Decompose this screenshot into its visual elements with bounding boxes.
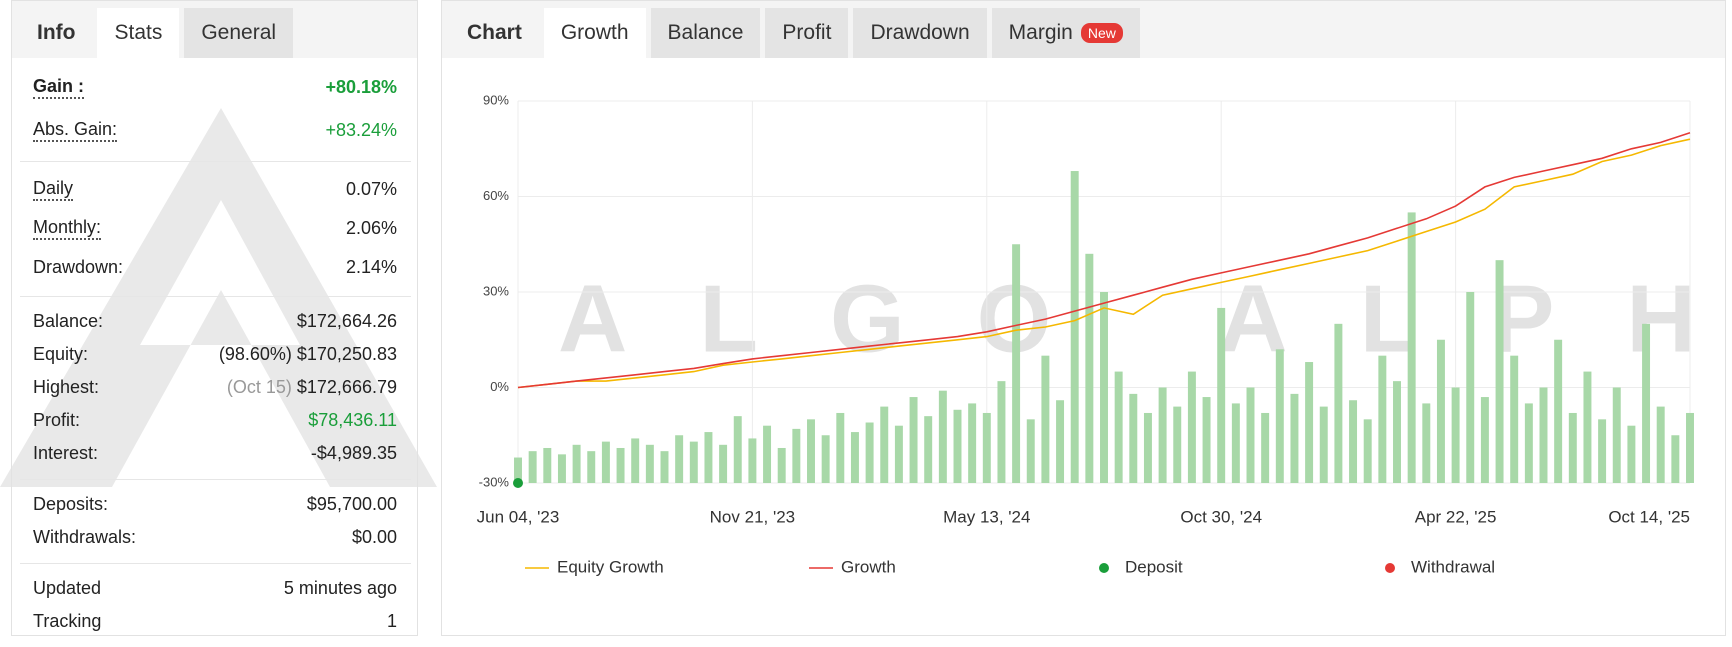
stat-value: +83.24%	[325, 120, 397, 140]
chart-tabs: Chart Growth Balance Profit Drawdown Margin Ne…	[442, 1, 1725, 58]
tab-label: Chart	[467, 21, 522, 44]
tab[interactable]: General	[184, 8, 294, 58]
stat-value-wrap: 5 minutes ago	[284, 578, 397, 599]
stats-row: Balance: $172,664.26	[33, 305, 397, 338]
stat-label: Drawdown:	[33, 257, 124, 277]
tab[interactable]: Info	[20, 8, 92, 58]
stat-note: (Oct 15)	[226, 377, 292, 397]
tab[interactable]: Margin New	[991, 8, 1140, 58]
stat-label: Profit:	[33, 410, 81, 430]
stat-value: $95,700.00	[306, 494, 397, 514]
tab-label: Stats	[114, 21, 163, 44]
stat-value: $172,664.26	[296, 311, 397, 331]
stat-value: -$4,989.35	[310, 443, 397, 463]
stats-panel: Info Stats General Gain : +80.18% Abs. Gain:…	[11, 0, 418, 636]
stats-row: Profit: $78,436.11	[33, 404, 397, 437]
tab[interactable]: Balance	[650, 8, 761, 58]
tab[interactable]: Drawdown	[853, 8, 987, 58]
stats-row: Tracking 1	[33, 605, 397, 638]
stat-note: (98.60%)	[218, 344, 292, 364]
stat-value-wrap: +80.18%	[325, 77, 397, 98]
tab[interactable]: Profit	[765, 8, 849, 58]
stats-row: Withdrawals: $0.00	[33, 521, 397, 554]
stat-value: 5 minutes ago	[283, 578, 397, 598]
stats-group: Updated 5 minutes ago Tracking 1	[20, 564, 411, 647]
stat-value: +80.18%	[325, 77, 397, 97]
stat-value: 1	[386, 611, 397, 631]
stats-group: Deposits: $95,700.00 Withdrawals: $0.00	[20, 480, 411, 564]
stat-value: $0.00	[351, 527, 397, 547]
stat-value-wrap: $172,664.26	[297, 311, 397, 332]
stat-value: 0.07%	[345, 179, 397, 199]
tab-label: Growth	[560, 21, 629, 44]
tab-label: Profit	[782, 21, 832, 44]
stat-label: Monthly:	[33, 217, 102, 240]
stat-value-wrap: +83.24%	[325, 120, 397, 141]
stats-row: Drawdown: 2.14%	[33, 248, 397, 287]
stat-value-wrap: (98.60%) $170,250.83	[219, 344, 397, 365]
stat-label: Balance:	[33, 311, 104, 331]
stats-row: Gain : +80.18%	[33, 66, 397, 109]
stats-list: Gain : +80.18% Abs. Gain: +83.24% Daily 0.07%…	[12, 58, 417, 647]
stats-row: Monthly: 2.06%	[33, 209, 397, 248]
stat-value-wrap: 2.06%	[346, 218, 397, 239]
tab-label: General	[201, 21, 277, 44]
stat-label: Highest:	[33, 377, 100, 397]
stat-label: Interest:	[33, 443, 99, 463]
chart-panel: Chart Growth Balance Profit Drawdown Margin Ne…	[441, 0, 1726, 636]
stats-row: Equity: (98.60%) $170,250.83	[33, 338, 397, 371]
stats-row: Highest: (Oct 15) $172,666.79	[33, 371, 397, 404]
stat-value: $78,436.11	[308, 410, 397, 430]
stats-group: Daily 0.07% Monthly: 2.06% Drawdown: 2.14%	[20, 162, 411, 297]
stat-value-wrap: $78,436.11	[308, 410, 397, 431]
stat-value-wrap: $0.00	[352, 527, 397, 548]
stat-label: Deposits:	[33, 494, 109, 514]
stat-value-wrap: $95,700.00	[307, 494, 397, 515]
stat-value-wrap: (Oct 15) $172,666.79	[227, 377, 397, 398]
stats-row: Daily 0.07%	[33, 170, 397, 209]
stats-group: Balance: $172,664.26 Equity: (98.60%) $170,2…	[20, 297, 411, 480]
tab-label: Info	[37, 21, 76, 44]
stats-group: Gain : +80.18% Abs. Gain: +83.24%	[20, 58, 411, 162]
stat-label: Abs. Gain:	[33, 119, 118, 142]
tab[interactable]: Stats	[97, 8, 180, 58]
stat-value-wrap: 2.14%	[346, 257, 397, 278]
tab-label: Drawdown	[870, 21, 970, 44]
stat-label: Withdrawals:	[33, 527, 137, 547]
stat-value: 2.14%	[345, 257, 397, 277]
stat-label: Updated	[33, 578, 102, 598]
stat-label: Daily	[33, 178, 74, 201]
stat-label: Tracking	[33, 611, 102, 631]
stats-row: Updated 5 minutes ago	[33, 572, 397, 605]
stat-value-wrap: -$4,989.35	[311, 443, 397, 464]
stats-tabs: Info Stats General	[12, 1, 417, 58]
stat-value-wrap: 1	[387, 611, 397, 632]
stats-row: Interest: -$4,989.35	[33, 437, 397, 470]
tab-label: Balance	[667, 21, 744, 44]
tab[interactable]: Growth	[543, 8, 646, 58]
stat-label: Gain :	[33, 76, 85, 99]
stat-value: 2.06%	[345, 218, 397, 238]
stat-label: Equity:	[33, 344, 89, 364]
stat-value-wrap: 0.07%	[346, 179, 397, 200]
tab-label: Margin	[1008, 21, 1073, 44]
stat-value: $170,250.83	[296, 344, 397, 364]
stat-value: $172,666.79	[296, 377, 397, 397]
tab[interactable]: Chart	[450, 8, 539, 58]
stats-row: Deposits: $95,700.00	[33, 488, 397, 521]
stats-row: Abs. Gain: +83.24%	[33, 109, 397, 152]
new-badge: New	[1080, 23, 1123, 43]
